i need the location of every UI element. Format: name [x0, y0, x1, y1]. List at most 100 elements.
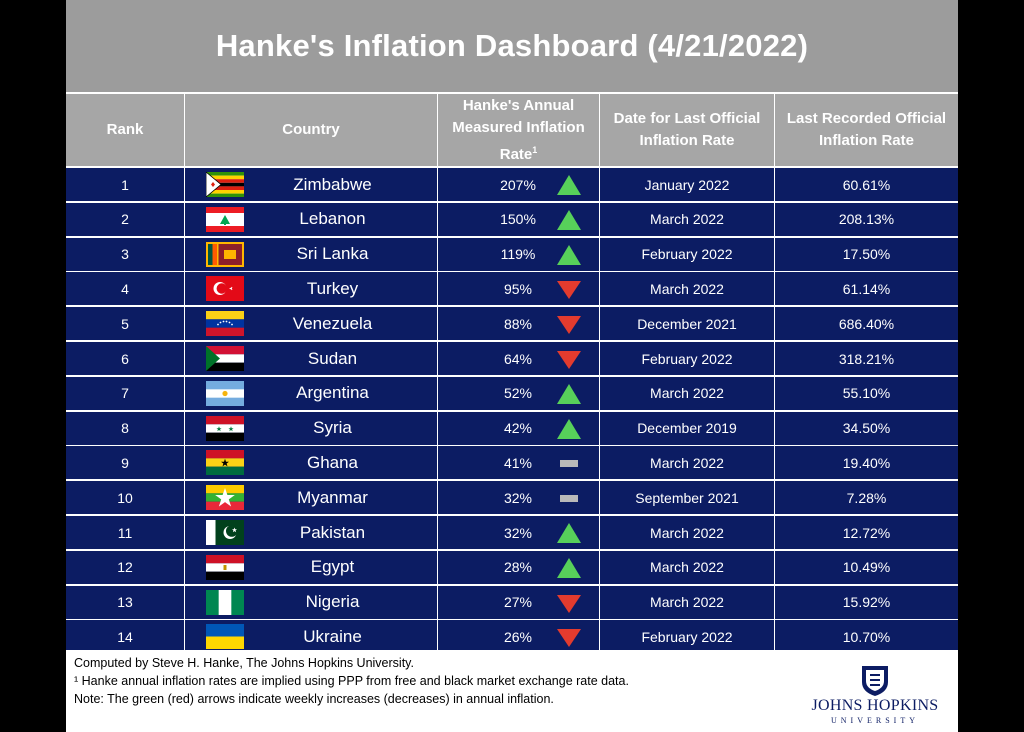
egypt-flag-icon — [206, 554, 244, 580]
rank-cell: 14 — [66, 620, 185, 654]
sri-lanka-flag-icon — [206, 241, 244, 267]
country-name: Turkey — [306, 278, 359, 298]
country-cell: Turkey — [185, 272, 438, 306]
date-value: September 2021 — [635, 489, 739, 506]
official-rate-value: 7.28% — [846, 489, 887, 506]
trend-down-icon — [556, 313, 582, 335]
sudan-flag-icon — [206, 346, 244, 371]
date-cell: February 2022 — [600, 237, 775, 271]
table-row: 2 Lebanon 150% March 2022 208.13% — [66, 201, 958, 236]
date-value: March 2022 — [650, 211, 724, 228]
official-rate-cell: 208.13% — [775, 203, 958, 236]
table-row: 10 Myanmar 32% September 2021 7.28% — [66, 480, 958, 515]
argentina-flag-icon — [206, 380, 244, 406]
hanke-rate-cell: 32% — [438, 481, 600, 515]
official-rate-value: 19.40% — [842, 454, 891, 471]
date-cell: December 2019 — [600, 411, 775, 445]
trend-down-icon — [556, 592, 582, 614]
table-row: 3 Sri Lanka 119% February 2022 17.50% — [66, 236, 958, 271]
syria-flag-icon — [206, 415, 244, 441]
header-official-line1: Last Recorded Official — [786, 110, 947, 127]
country-name: Zimbabwe — [293, 174, 372, 194]
date-cell: February 2022 — [600, 342, 775, 375]
hanke-rate-value: 32% — [503, 489, 533, 506]
header-date: Date for Last Official Inflation Rate — [600, 94, 775, 166]
rank-value: 11 — [117, 524, 133, 541]
hanke-rate-cell: 95% — [438, 272, 600, 306]
ghana-flag-icon — [206, 450, 244, 476]
rank-value: 10 — [117, 489, 133, 506]
rank-cell: 10 — [66, 481, 185, 515]
jhu-logo: JOHNS HOPKINS UNIVERSITY — [810, 664, 940, 726]
table-row: 9 Ghana 41% March 2022 19.40% — [66, 445, 958, 480]
table-row: 8 Syria 42% December 2019 34.50% — [66, 410, 958, 445]
country-name: Nigeria — [305, 592, 360, 612]
venezuela-flag-icon — [206, 311, 244, 337]
pakistan-flag-icon — [206, 520, 244, 545]
official-rate-cell: 10.70% — [775, 620, 958, 653]
footer-note: Note: The green (red) arrows indicate we… — [74, 692, 554, 706]
hanke-rate-value: 52% — [503, 385, 533, 402]
official-rate-value: 208.13% — [838, 211, 895, 228]
official-rate-value: 10.70% — [842, 628, 891, 645]
country-cell: Myanmar — [185, 481, 438, 515]
header-official-line2: Inflation Rate — [818, 132, 914, 149]
rank-value: 7 — [121, 385, 129, 402]
rank-cell: 4 — [66, 272, 185, 306]
rank-value: 5 — [121, 315, 129, 332]
official-rate-cell: 34.50% — [775, 412, 958, 445]
hanke-rate-value: 207% — [500, 176, 536, 193]
footer-credit: Computed by Steve H. Hanke, The Johns Ho… — [74, 656, 414, 670]
trend-up-icon — [556, 418, 582, 440]
country-cell: Nigeria — [185, 585, 438, 619]
title-bar: Hanke's Inflation Dashboard (4/21/2022) — [66, 0, 958, 92]
country-name: Lebanon — [299, 209, 366, 229]
header-country: Country — [185, 94, 438, 166]
date-cell: January 2022 — [600, 168, 775, 201]
official-rate-value: 12.72% — [842, 524, 891, 541]
official-rate-value: 61.14% — [842, 280, 891, 297]
date-value: March 2022 — [650, 559, 724, 576]
table-row: 4 Turkey 95% March 2022 61.14% — [66, 271, 958, 306]
rank-value: 4 — [121, 280, 129, 297]
hanke-rate-value: 95% — [503, 280, 533, 297]
country-name: Myanmar — [297, 487, 368, 507]
date-value: March 2022 — [650, 454, 724, 471]
rank-cell: 8 — [66, 411, 185, 445]
rank-value: 2 — [121, 211, 129, 228]
table-row: 5 Venezuela 88% December 2021 686.40% — [66, 306, 958, 341]
date-value: January 2022 — [644, 176, 730, 193]
hanke-rate-cell: 119% — [438, 237, 600, 271]
hanke-rate-cell: 207% — [438, 168, 600, 201]
rank-value: 6 — [121, 350, 129, 367]
shield-icon — [862, 666, 888, 696]
country-cell: Sri Lanka — [185, 237, 438, 271]
header-hanke-line2: Measured Inflation — [452, 118, 585, 136]
hanke-rate-value: 42% — [503, 420, 533, 437]
trend-down-icon — [556, 278, 582, 300]
date-cell: December 2021 — [600, 307, 775, 341]
country-cell: Argentina — [185, 376, 438, 410]
footer: Computed by Steve H. Hanke, The Johns Ho… — [66, 650, 958, 732]
hanke-rate-cell: 64% — [438, 342, 600, 375]
date-cell: March 2022 — [600, 550, 775, 584]
country-cell: Syria — [185, 411, 438, 445]
country-name: Ghana — [306, 452, 359, 472]
myanmar-flag-icon — [206, 485, 244, 511]
ukraine-flag-icon — [206, 624, 244, 650]
hanke-rate-cell: 26% — [438, 620, 600, 654]
trend-up-icon — [556, 209, 582, 231]
rank-cell: 3 — [66, 237, 185, 271]
date-cell: March 2022 — [600, 446, 775, 480]
trend-down-icon — [556, 348, 582, 370]
table-row: 7 Argentina 52% March 2022 55.10% — [66, 375, 958, 410]
table-row: 12 Egypt 28% March 2022 10.49% — [66, 549, 958, 584]
page-title: Hanke's Inflation Dashboard (4/21/2022) — [215, 28, 809, 63]
table-header: Rank Country Hanke's Annual Measured Inf… — [66, 94, 958, 166]
country-cell: Ghana — [185, 446, 438, 480]
rank-cell: 9 — [66, 446, 185, 480]
hanke-rate-value: 41% — [503, 454, 533, 471]
official-rate-cell: 19.40% — [775, 446, 958, 479]
official-rate-value: 34.50% — [842, 420, 891, 437]
table-row: 11 Pakistan 32% March 2022 12.72% — [66, 515, 958, 549]
